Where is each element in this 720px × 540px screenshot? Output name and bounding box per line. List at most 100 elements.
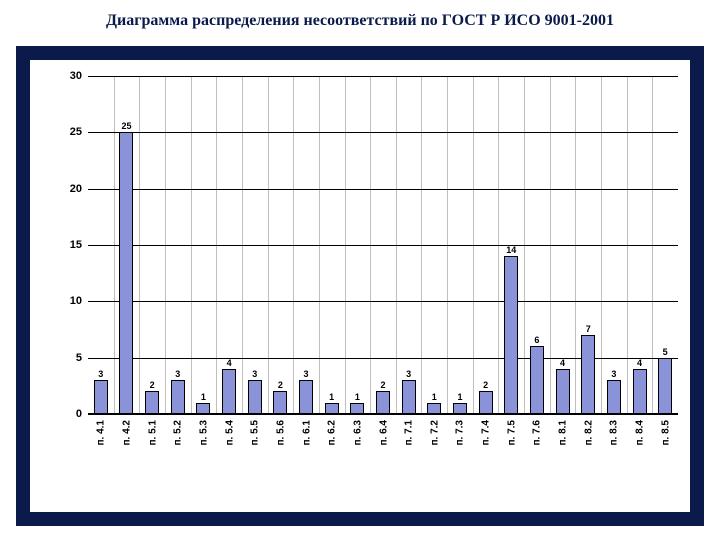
y-tick-label: 20 <box>70 183 88 195</box>
gridline <box>88 76 678 77</box>
category-divider <box>293 76 294 414</box>
bar-value-label: 2 <box>380 380 385 390</box>
gridline <box>88 132 678 133</box>
gridline <box>88 245 678 246</box>
bar-value-label: 3 <box>252 369 257 379</box>
x-tick-label: п. 5.5 <box>250 420 261 446</box>
bar-value-label: 14 <box>506 245 516 255</box>
category-divider <box>601 76 602 414</box>
category-divider <box>421 76 422 414</box>
category-divider <box>396 76 397 414</box>
bar-value-label: 5 <box>663 347 668 357</box>
bar-value-label: 1 <box>355 392 360 402</box>
x-tick-label: п. 4.2 <box>121 420 132 446</box>
bar: 14 <box>504 256 518 414</box>
x-tick-label: п. 7.2 <box>429 420 440 446</box>
x-tick-label: п. 8.4 <box>635 420 646 446</box>
bar-value-label: 1 <box>201 392 206 402</box>
category-divider <box>524 76 525 414</box>
category-divider <box>370 76 371 414</box>
category-divider <box>498 76 499 414</box>
y-tick-label: 15 <box>70 239 88 251</box>
category-divider <box>652 76 653 414</box>
category-divider <box>473 76 474 414</box>
gridline <box>88 301 678 302</box>
x-tick-label: п. 7.3 <box>455 420 466 446</box>
bar-value-label: 7 <box>586 324 591 334</box>
bar: 2 <box>145 391 159 414</box>
x-tick-label: п. 6.2 <box>327 420 338 446</box>
bar: 2 <box>376 391 390 414</box>
x-tick-label: п. 7.5 <box>506 420 517 446</box>
bar-value-label: 1 <box>457 392 462 402</box>
bar: 1 <box>453 403 467 414</box>
category-divider <box>191 76 192 414</box>
slide: Диаграмма распределения несоответствий п… <box>0 0 720 540</box>
bar-value-label: 1 <box>432 392 437 402</box>
category-divider <box>139 76 140 414</box>
category-divider <box>550 76 551 414</box>
bar-value-label: 2 <box>483 380 488 390</box>
category-divider <box>319 76 320 414</box>
bar: 7 <box>581 335 595 414</box>
category-divider <box>447 76 448 414</box>
category-divider <box>268 76 269 414</box>
bar-value-label: 3 <box>406 369 411 379</box>
x-tick-label: п. 7.6 <box>532 420 543 446</box>
x-tick-label: п. 5.4 <box>224 420 235 446</box>
category-divider <box>114 76 115 414</box>
bar: 5 <box>658 358 672 414</box>
x-tick-label: п. 8.5 <box>660 420 671 446</box>
bar-value-label: 3 <box>175 369 180 379</box>
bar-value-label: 2 <box>278 380 283 390</box>
bar: 1 <box>196 403 210 414</box>
x-tick-label: п. 5.2 <box>173 420 184 446</box>
y-tick-label: 0 <box>76 408 88 420</box>
y-tick-label: 25 <box>70 126 88 138</box>
bar: 4 <box>222 369 236 414</box>
bar: 1 <box>427 403 441 414</box>
x-tick-label: п. 6.1 <box>301 420 312 446</box>
bar: 6 <box>530 346 544 414</box>
bar: 2 <box>479 391 493 414</box>
chart-area: Количество несоответствий в % 0510152025… <box>30 60 690 512</box>
category-divider <box>165 76 166 414</box>
bar: 1 <box>325 403 339 414</box>
bar: 4 <box>633 369 647 414</box>
bar: 3 <box>94 380 108 414</box>
bar-value-label: 4 <box>227 358 232 368</box>
y-tick-label: 30 <box>70 70 88 82</box>
gridline <box>88 189 678 190</box>
bar-value-label: 6 <box>534 335 539 345</box>
bar: 3 <box>402 380 416 414</box>
chart-title: Диаграмма распределения несоответствий п… <box>0 12 720 30</box>
x-tick-label: п. 6.3 <box>352 420 363 446</box>
x-tick-label: п. 8.3 <box>609 420 620 446</box>
bar: 1 <box>350 403 364 414</box>
x-tick-label: п. 7.4 <box>481 420 492 446</box>
x-tick-label: п. 8.1 <box>558 420 569 446</box>
x-tick-label: п. 5.3 <box>198 420 209 446</box>
bar-value-label: 3 <box>304 369 309 379</box>
x-tick-label: п. 5.6 <box>275 420 286 446</box>
bar-value-label: 2 <box>150 380 155 390</box>
category-divider <box>575 76 576 414</box>
bar: 2 <box>273 391 287 414</box>
bar-value-label: 25 <box>121 121 131 131</box>
bar: 25 <box>119 132 133 414</box>
bar-value-label: 3 <box>98 369 103 379</box>
bar: 3 <box>607 380 621 414</box>
background-panel: Количество несоответствий в % 0510152025… <box>16 46 704 526</box>
category-divider <box>242 76 243 414</box>
bar-value-label: 4 <box>560 358 565 368</box>
category-divider <box>345 76 346 414</box>
category-divider <box>216 76 217 414</box>
y-tick-label: 5 <box>76 352 88 364</box>
x-tick-label: п. 6.4 <box>378 420 389 446</box>
plot-area: 0510152025303п. 4.125п. 4.22п. 5.13п. 5.… <box>88 76 678 414</box>
bar-value-label: 4 <box>637 358 642 368</box>
x-tick-label: п. 5.1 <box>147 420 158 446</box>
bar-value-label: 1 <box>329 392 334 402</box>
bar: 3 <box>248 380 262 414</box>
x-tick-label: п. 7.1 <box>404 420 415 446</box>
